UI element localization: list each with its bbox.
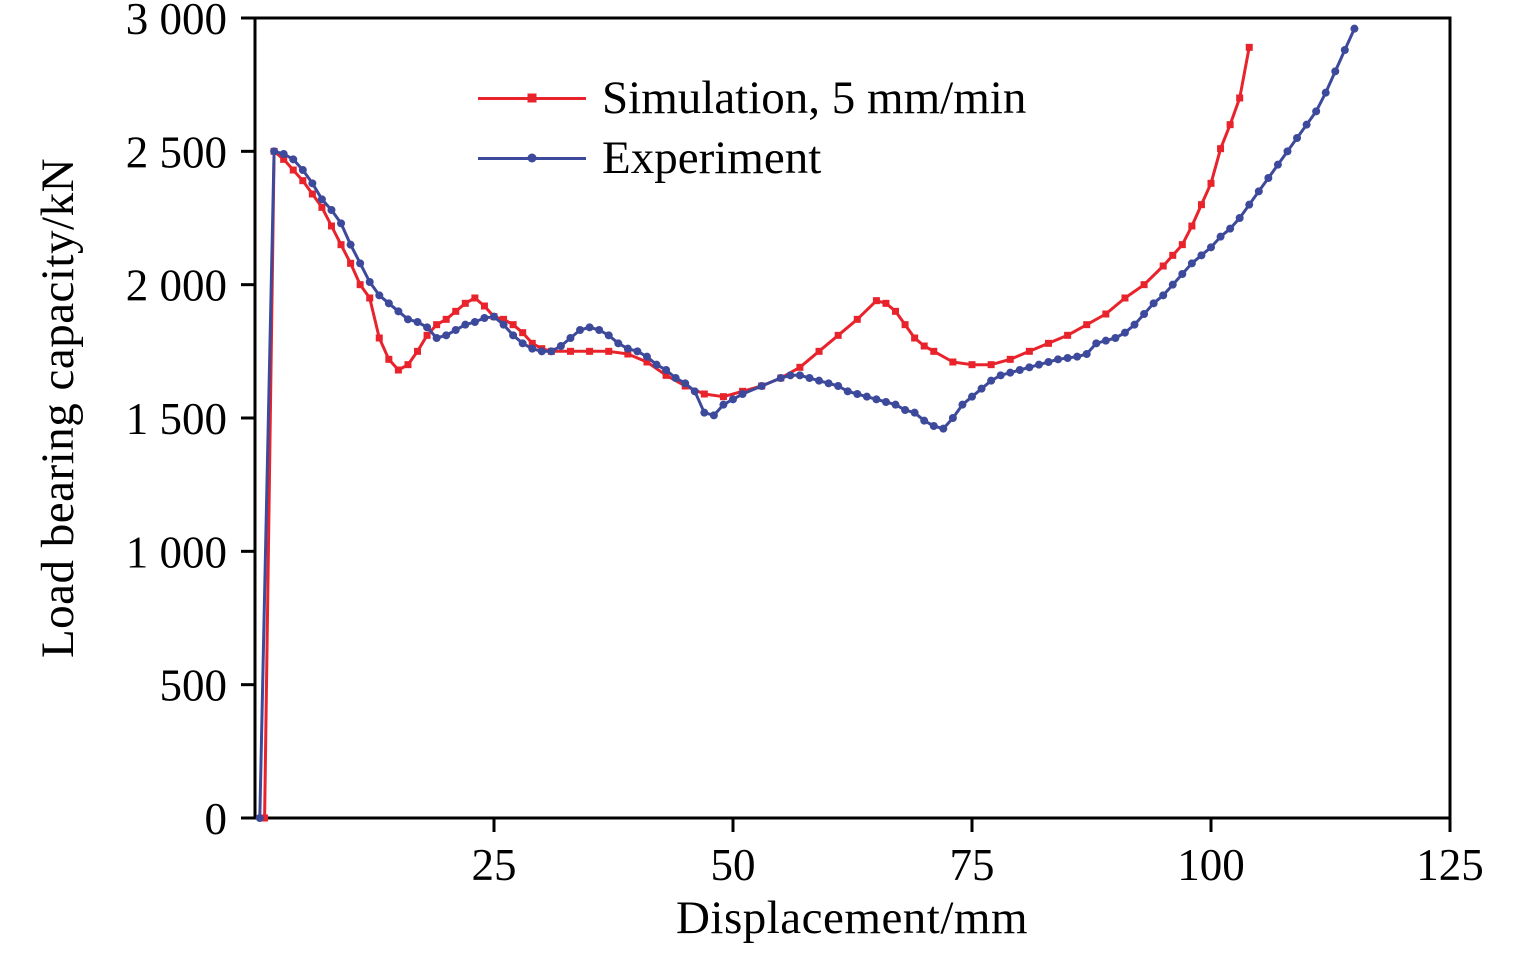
legend-line-experiment: [478, 153, 586, 163]
svg-text:75: 75: [950, 840, 995, 890]
svg-text:500: 500: [160, 661, 228, 711]
svg-text:25: 25: [472, 840, 517, 890]
svg-text:100: 100: [1177, 840, 1245, 890]
svg-text:1 000: 1 000: [126, 527, 227, 577]
svg-text:3 000: 3 000: [126, 0, 227, 44]
svg-text:50: 50: [711, 840, 756, 890]
svg-text:2 000: 2 000: [126, 261, 227, 311]
y-axis-label: Load bearing capacity/kN: [32, 157, 84, 659]
legend-label-experiment: Experiment: [602, 131, 822, 184]
square-marker-icon: [527, 93, 537, 103]
svg-text:1 500: 1 500: [126, 394, 227, 444]
legend-label-simulation: Simulation, 5 mm/min: [602, 71, 1027, 124]
circle-marker-icon: [527, 153, 537, 163]
legend-line-simulation: [478, 93, 586, 103]
x-axis-label: Displacement/mm: [675, 892, 1029, 944]
svg-text:125: 125: [1416, 840, 1484, 890]
legend-item-experiment: Experiment: [478, 130, 1026, 186]
svg-text:0: 0: [205, 794, 228, 844]
legend-item-simulation: Simulation, 5 mm/min: [478, 70, 1026, 126]
legend: Simulation, 5 mm/min Experiment: [478, 70, 1026, 186]
svg-text:2 500: 2 500: [126, 127, 227, 177]
